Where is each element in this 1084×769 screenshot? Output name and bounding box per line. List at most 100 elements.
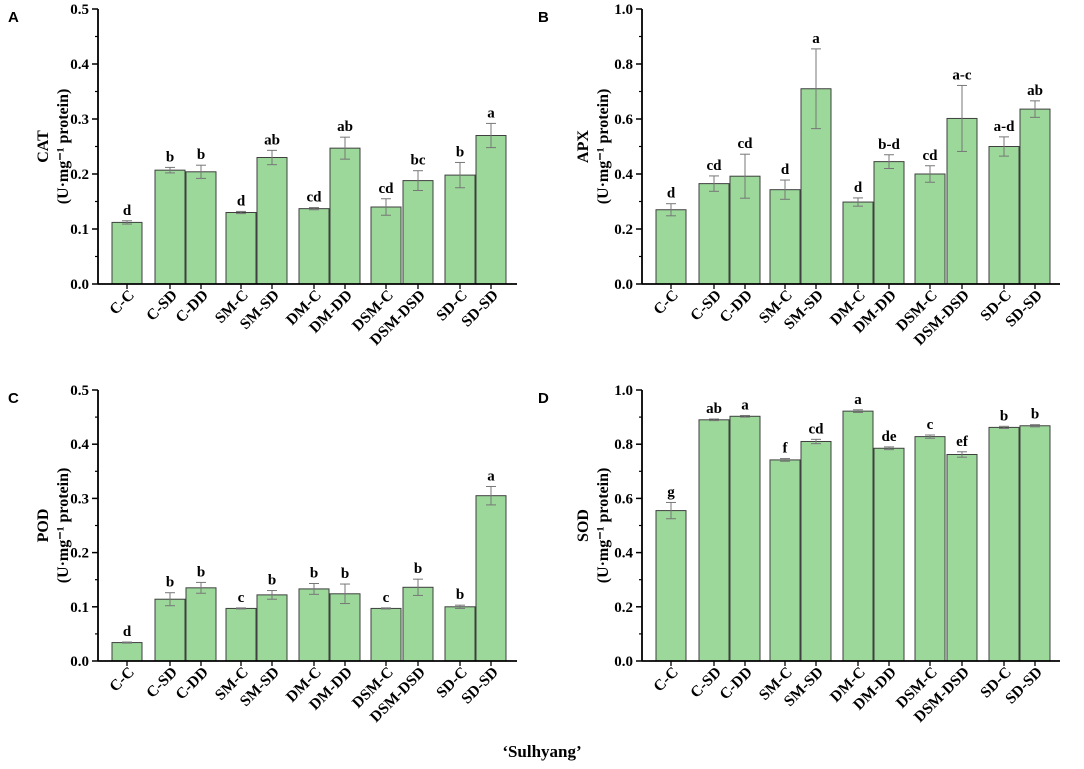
significance-label: a bbox=[487, 105, 495, 121]
bar-SM-C bbox=[769, 459, 801, 662]
error-bar bbox=[340, 136, 350, 160]
bar-SD-SD bbox=[1019, 425, 1051, 662]
error-bar bbox=[413, 578, 423, 596]
y-axis-label: CAT (U·mg⁻¹ protein) bbox=[35, 89, 72, 205]
error-bar bbox=[486, 122, 496, 149]
y-axis-label-line1: POD bbox=[35, 509, 52, 543]
bar-C-SD bbox=[698, 419, 730, 662]
bar-SD-C bbox=[988, 146, 1020, 285]
bar-C-C bbox=[655, 209, 687, 285]
significance-label: b bbox=[268, 573, 276, 589]
error-bar bbox=[236, 607, 246, 610]
significance-label: a-d bbox=[994, 119, 1015, 135]
significance-label: a bbox=[854, 392, 862, 408]
y-axis-label-line2: (U·mg⁻¹ protein) bbox=[55, 468, 72, 584]
y-axis-label-line2: (U·mg⁻¹ protein) bbox=[55, 89, 72, 205]
y-tick-label: 0.1 bbox=[70, 222, 89, 238]
significance-label: a-c bbox=[952, 67, 971, 83]
x-tick-label: C-DD bbox=[172, 287, 211, 326]
error-bar bbox=[340, 583, 350, 605]
error-bar bbox=[780, 458, 790, 462]
significance-label: d bbox=[123, 203, 132, 219]
panel-a: A CAT (U·mg⁻¹ protein) 0.0 0.1 0.2 0.3 0.4 0.5 d C… bbox=[8, 2, 517, 349]
y-tick-label: 0.2 bbox=[70, 546, 89, 562]
panel-letter: C bbox=[8, 390, 19, 407]
x-tick-label: C-SD bbox=[687, 664, 725, 702]
x-tick-label: C-SD bbox=[143, 664, 181, 702]
error-bar bbox=[236, 210, 246, 215]
significance-label: b bbox=[166, 149, 174, 165]
significance-label: ab bbox=[1027, 83, 1043, 99]
significance-label: cd bbox=[379, 181, 395, 197]
bar-C-DD bbox=[185, 587, 217, 662]
significance-label: ef bbox=[956, 434, 969, 450]
bar-SM-SD bbox=[800, 440, 832, 662]
error-bar bbox=[740, 414, 750, 418]
significance-label: f bbox=[783, 441, 789, 457]
bar-C-DD bbox=[185, 171, 217, 285]
bar-DM-C bbox=[842, 410, 874, 662]
bar-DSM-C bbox=[914, 173, 946, 285]
error-bar bbox=[709, 418, 719, 422]
significance-label: d bbox=[854, 180, 863, 196]
y-tick-label: 0.6 bbox=[614, 112, 633, 128]
error-bar bbox=[957, 451, 967, 458]
bar-SD-C bbox=[444, 174, 476, 285]
significance-label: d bbox=[781, 162, 790, 178]
significance-label: b bbox=[1031, 407, 1039, 423]
bar-DM-C bbox=[842, 201, 874, 285]
significance-label: a bbox=[812, 31, 820, 47]
bar-DSM-C bbox=[370, 607, 402, 662]
error-bar bbox=[309, 207, 319, 211]
significance-label: b bbox=[456, 144, 464, 160]
error-bar bbox=[853, 409, 863, 413]
significance-label: cd bbox=[809, 421, 825, 437]
y-tick-label: 0.4 bbox=[70, 437, 89, 453]
bar-DM-DD bbox=[329, 147, 361, 285]
significance-label: ab bbox=[706, 401, 722, 417]
y-tick-label: 1.0 bbox=[614, 383, 633, 399]
significance-label: b bbox=[197, 147, 205, 163]
y-axis-label-line2: (U·mg⁻¹ protein) bbox=[595, 89, 612, 205]
panel-letter: A bbox=[8, 9, 19, 26]
bar-SM-SD bbox=[256, 594, 288, 662]
bar-SD-C bbox=[444, 606, 476, 662]
error-bar bbox=[165, 166, 175, 174]
significance-label: cd bbox=[923, 148, 939, 164]
x-tick-label: C-SD bbox=[143, 287, 181, 325]
bar-C-C bbox=[655, 510, 687, 662]
bar-DM-C bbox=[298, 208, 330, 285]
significance-label: cd bbox=[307, 190, 323, 206]
error-bar bbox=[999, 425, 1009, 429]
panel-letter: D bbox=[538, 390, 549, 407]
x-tick-label: C-C bbox=[650, 664, 682, 696]
error-bar bbox=[267, 590, 277, 600]
y-tick-label: 0.4 bbox=[614, 167, 633, 183]
significance-label: d bbox=[667, 186, 676, 202]
significance-label: b bbox=[456, 587, 464, 603]
y-tick-label: 0.0 bbox=[614, 277, 633, 293]
error-bar bbox=[196, 581, 206, 594]
error-bar bbox=[1030, 424, 1040, 428]
bar-DSM-DSD bbox=[402, 180, 434, 285]
significance-label: d bbox=[123, 624, 132, 640]
error-bar bbox=[455, 604, 465, 609]
error-bar bbox=[884, 154, 894, 169]
y-tick-label: 0.5 bbox=[70, 2, 89, 18]
y-axis-label: POD (U·mg⁻¹ protein) bbox=[35, 468, 72, 584]
x-tick-label: C-C bbox=[106, 664, 138, 696]
significance-label: a bbox=[741, 397, 749, 413]
error-bar bbox=[666, 501, 676, 520]
y-tick-label: 0.0 bbox=[70, 654, 89, 670]
bar-C-SD bbox=[154, 598, 186, 662]
panel-c: C POD (U·mg⁻¹ protein) 0.0 0.1 0.2 0.3 0.4 0.5 d C… bbox=[8, 383, 517, 726]
y-tick-label: 1.0 bbox=[614, 2, 633, 18]
bar-SM-C bbox=[225, 212, 257, 285]
y-tick-label: 0.4 bbox=[70, 57, 89, 73]
y-tick-label: 0.3 bbox=[70, 491, 89, 507]
error-bar bbox=[925, 434, 935, 439]
bar-SD-SD bbox=[475, 135, 507, 285]
bar-DSM-DSD bbox=[402, 586, 434, 662]
y-axis-label: APX (U·mg⁻¹ protein) bbox=[575, 89, 612, 205]
